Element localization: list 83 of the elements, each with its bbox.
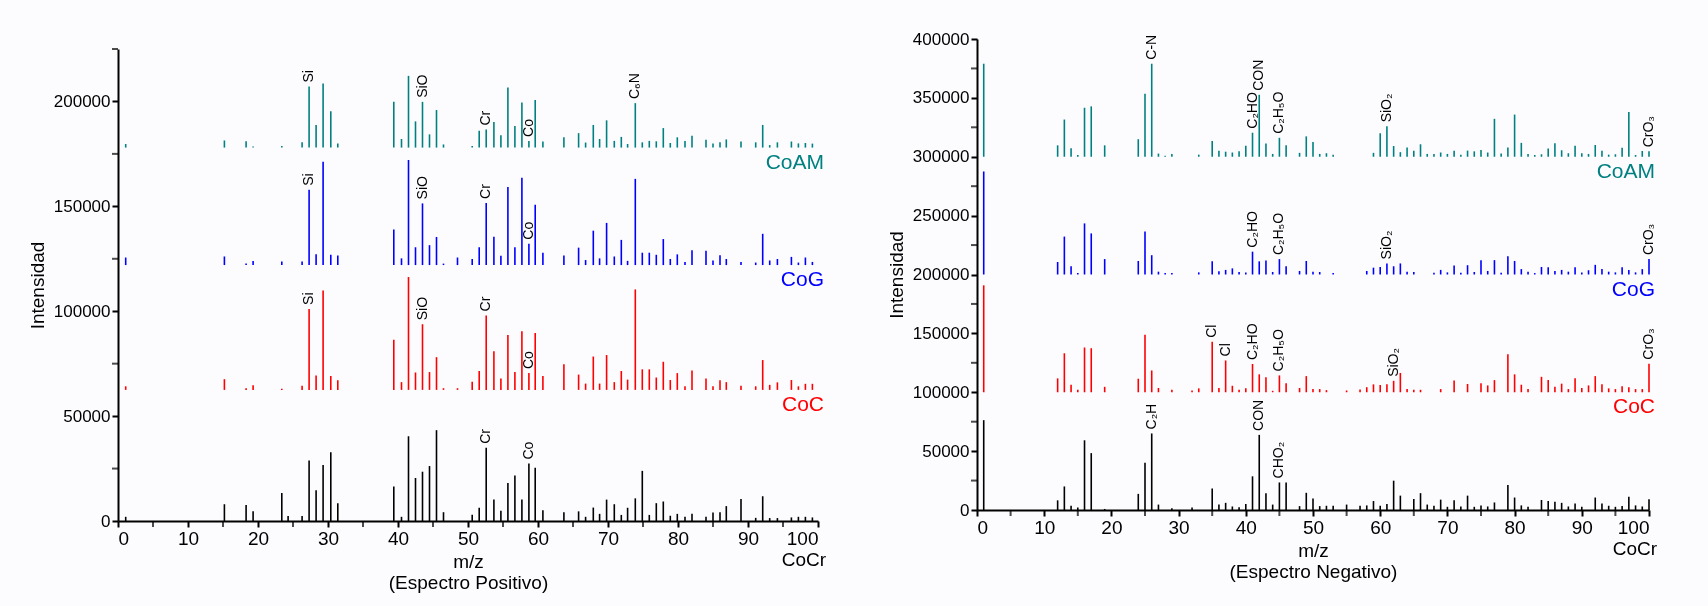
annotation: Co: [519, 351, 536, 370]
annotation: Cr: [477, 428, 494, 444]
text: (Espectro Positivo): [388, 571, 549, 593]
annotation: C₂H₅O: [1270, 212, 1287, 256]
legend-label: CoCr: [1612, 538, 1658, 559]
series-label: CoAM: [1596, 158, 1655, 182]
y-tick-label: 150000: [53, 196, 111, 216]
x-tick-label: 0: [118, 527, 130, 549]
annotation: C₂HO: [1243, 92, 1260, 129]
x-tick-label: 50: [457, 527, 480, 549]
x-tick-label: 10: [177, 527, 200, 549]
x-tick-label: 10: [1034, 516, 1056, 538]
y-tick-label: 50000: [922, 441, 970, 461]
annotation: Cl: [1216, 343, 1233, 357]
annotation: SiO: [413, 74, 430, 98]
x-tick-label: 40: [387, 527, 410, 549]
y-axis-title: Intensidad: [26, 241, 48, 330]
y-tick-label: 100000: [53, 301, 111, 321]
y-tick-label: 250000: [912, 206, 970, 226]
x-tick-label: 80: [667, 527, 690, 549]
annotation: C₂HO: [1243, 323, 1260, 360]
y-tick-label: 300000: [912, 147, 970, 167]
x-tick-label: 20: [247, 527, 270, 549]
annotation: Si: [300, 70, 317, 83]
legend-label: CoCr: [781, 549, 827, 570]
series-label: CoG: [780, 267, 824, 291]
annotation: SiO: [413, 175, 430, 200]
x-tick-label: 70: [597, 527, 620, 549]
x-tick-label: 100: [1617, 516, 1650, 538]
series-label: CoAM: [765, 149, 824, 173]
x-tick-label: 100: [786, 527, 819, 549]
annotation: CON: [1250, 59, 1267, 91]
x-tick-label: 60: [527, 527, 550, 549]
x-tick-label: 20: [1101, 516, 1123, 538]
x-tick-label: 30: [1168, 516, 1190, 538]
annotation: C₂H₅O: [1270, 329, 1287, 372]
text: (Espectro Negativo): [1229, 560, 1398, 582]
annotation: Cr: [477, 296, 494, 312]
x-tick-label: 60: [1370, 516, 1392, 538]
annotation: CrO₃: [1640, 328, 1656, 360]
x-tick-label: 90: [737, 527, 760, 549]
annotation: SiO₂: [1377, 230, 1394, 260]
y-tick-label: 50000: [63, 406, 111, 426]
y-tick-label: 350000: [912, 88, 970, 108]
y-tick-label: 400000: [912, 29, 970, 49]
x-tick-label: 40: [1235, 516, 1257, 538]
x-tick-label: 30: [317, 527, 340, 549]
annotation: Co: [519, 441, 536, 460]
series-label: CoC: [781, 391, 824, 415]
x-tick-label: 70: [1437, 516, 1459, 538]
x-tick-label: 50: [1302, 516, 1325, 538]
annotation: C₆N: [626, 73, 643, 100]
series-label: CoG: [1611, 276, 1655, 300]
y-tick-label: 0: [960, 500, 970, 520]
annotation: Cr: [477, 183, 494, 199]
series-label: CoC: [1612, 394, 1655, 418]
annotation: C-N: [1142, 34, 1159, 60]
annotation: C₂H₅O: [1270, 91, 1287, 134]
annotation: C₂HO: [1243, 211, 1260, 248]
annotation: SiO: [413, 296, 430, 321]
y-tick-label: 200000: [53, 91, 111, 111]
annotation: Co: [519, 118, 536, 137]
annotation: Si: [300, 292, 317, 305]
annotation: C₂H: [1142, 403, 1159, 430]
y-tick-label: 150000: [912, 323, 970, 343]
x-tick-label: 80: [1504, 516, 1526, 538]
annotation: CON: [1250, 399, 1267, 431]
annotation: CHO₂: [1270, 441, 1287, 479]
x-axis-title: m/z: [1298, 539, 1329, 561]
y-tick-label: 100000: [912, 382, 970, 402]
annotation: Si: [300, 173, 317, 186]
annotation: SiO₂: [1384, 348, 1401, 377]
annotation: CrO₃: [1640, 223, 1656, 256]
annotation: CrO₃: [1640, 115, 1656, 148]
x-tick-label: 90: [1571, 516, 1593, 538]
annotation: Co: [519, 221, 536, 240]
x-axis-title: m/z: [453, 550, 484, 572]
annotation: Cl: [1203, 324, 1220, 338]
x-tick-label: 0: [977, 516, 989, 538]
y-tick-label: 200000: [912, 265, 970, 284]
annotation: Cr: [477, 110, 494, 126]
annotation: SiO₂: [1377, 93, 1394, 123]
y-axis-title: Intensidad: [885, 231, 907, 319]
